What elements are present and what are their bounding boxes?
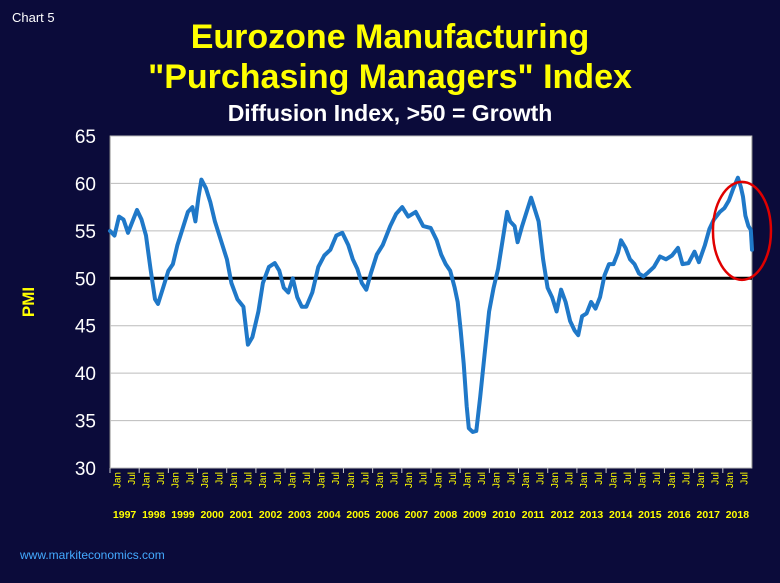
x-month-label: Jan <box>725 472 736 488</box>
x-month-label: Jan <box>462 472 473 488</box>
x-month-label: Jul <box>419 472 430 485</box>
recent-highlight-circle <box>711 180 773 282</box>
pmi-series-line <box>108 175 754 434</box>
x-year-label: 2000 <box>200 509 224 521</box>
x-tick-marks <box>109 468 724 473</box>
x-year-label: 2001 <box>230 509 254 521</box>
x-month-label: Jan <box>287 472 298 488</box>
y-tick-label: 55 <box>75 222 96 243</box>
x-month-label: Jul <box>360 472 371 485</box>
x-month-label: Jul <box>681 472 692 485</box>
y-tick-label: 50 <box>75 269 96 290</box>
x-year-label: 2003 <box>288 509 312 521</box>
x-year-label: 2004 <box>317 509 341 521</box>
x-month-label: Jul <box>302 472 313 485</box>
x-month-label: Jul <box>565 472 576 485</box>
y-tick-label: 40 <box>75 364 96 385</box>
x-month-label: Jul <box>214 472 225 485</box>
chart-number-label: Chart 5 <box>12 10 55 25</box>
x-month-label: Jan <box>375 472 386 488</box>
x-month-label: Jan <box>579 472 590 488</box>
x-year-label: 2009 <box>463 509 487 521</box>
x-month-label: Jul <box>477 472 488 485</box>
x-year-label: 2017 <box>697 509 721 521</box>
x-month-label: Jan <box>521 472 532 488</box>
x-month-label: Jan <box>696 472 707 488</box>
x-month-label: Jan <box>258 472 269 488</box>
x-month-label: Jul <box>273 472 284 485</box>
x-month-label: Jan <box>112 472 123 488</box>
x-month-label: Jul <box>535 472 546 485</box>
x-year-label: 1999 <box>171 509 195 521</box>
x-year-label: 2011 <box>522 509 545 521</box>
x-month-label: Jul <box>448 472 459 485</box>
x-year-label: 2013 <box>580 509 604 521</box>
y-tick-label: 60 <box>75 174 96 195</box>
x-year-label: 2002 <box>259 509 283 521</box>
y-tick-label: 30 <box>75 459 96 480</box>
x-month-label: Jan <box>200 472 211 488</box>
x-month-label: Jan <box>667 472 678 488</box>
y-axis-label: PMI <box>19 287 38 317</box>
x-month-label: Jul <box>506 472 517 485</box>
x-month-label: Jan <box>492 472 503 488</box>
x-year-label: 2010 <box>492 509 516 521</box>
x-month-label: Jan <box>433 472 444 488</box>
y-tick-label: 35 <box>75 412 96 433</box>
x-month-label: Jul <box>156 472 167 485</box>
x-year-label: 2014 <box>609 509 633 521</box>
x-year-label: 1998 <box>142 509 166 521</box>
x-year-label: 2012 <box>551 509 575 521</box>
x-month-label: Jan <box>317 472 328 488</box>
chart-title-line1: Eurozone Manufacturing <box>190 18 590 56</box>
x-month-label: Jul <box>390 472 401 485</box>
y-tick-label: 45 <box>75 317 96 338</box>
source-url: www.markiteconomics.com <box>20 548 165 562</box>
x-year-label: 2005 <box>346 509 370 521</box>
y-tick-labels: 30 35 40 45 50 55 60 65 <box>75 127 96 480</box>
x-year-label: 1997 <box>113 509 137 521</box>
x-month-label: Jul <box>127 472 138 485</box>
x-month-label: Jan <box>404 472 415 488</box>
x-month-label: Jan <box>608 472 619 488</box>
x-year-label: 2006 <box>376 509 400 521</box>
chart-title-line2: "Purchasing Managers" Index <box>148 58 632 96</box>
x-month-label: Jul <box>623 472 634 485</box>
x-year-label: 2008 <box>434 509 458 521</box>
x-month-label: Jul <box>185 472 196 485</box>
y-tick-label: 65 <box>75 127 96 148</box>
x-month-label: Jul <box>740 472 751 485</box>
x-month-label: Jan <box>346 472 357 488</box>
x-month-label: Jan <box>638 472 649 488</box>
x-month-label: Jul <box>331 472 342 485</box>
x-year-label: 2018 <box>726 509 750 521</box>
x-year-label: 2015 <box>638 509 662 521</box>
x-month-label: Jul <box>594 472 605 485</box>
chart-subtitle: Diffusion Index, >50 = Growth <box>227 100 553 126</box>
x-year-label: 2016 <box>667 509 691 521</box>
x-year-labels: 1997 1998 1999 2000 2001 2002 2003 2004 2005 2006… <box>113 509 749 521</box>
x-month-label: Jul <box>652 472 663 485</box>
x-month-label: Jan <box>550 472 561 488</box>
x-month-label: Jul <box>711 472 722 485</box>
x-month-label: Jan <box>229 472 240 488</box>
x-month-label: Jan <box>171 472 182 488</box>
x-month-label: Jan <box>141 472 152 488</box>
x-year-label: 2007 <box>405 509 429 521</box>
x-month-label: Jul <box>244 472 255 485</box>
x-month-labels: Jan Jul Jan Jul Jan Jul Jan Jul Jan Jul Jan Jul Jan J… <box>112 472 750 488</box>
plot-area <box>109 135 753 469</box>
